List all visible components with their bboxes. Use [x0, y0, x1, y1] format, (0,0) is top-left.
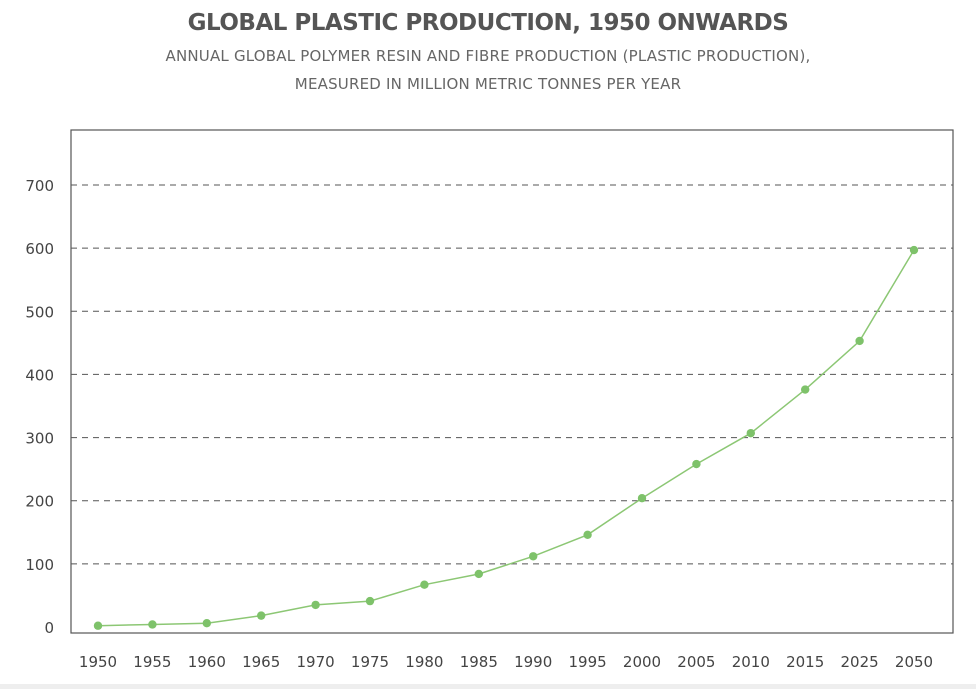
y-tick-label: 700 — [25, 177, 54, 195]
data-point — [692, 459, 701, 469]
x-tick-label: 1950 — [79, 653, 117, 671]
x-tick-label: 1980 — [405, 653, 443, 671]
x-tick-label: 1990 — [514, 653, 552, 671]
data-point — [909, 245, 919, 255]
x-tick-label: 2010 — [732, 653, 770, 671]
chart-subtitle-line-2: MEASURED IN MILLION METRIC TONNES PER YE… — [294, 75, 682, 93]
data-point — [474, 569, 483, 579]
x-tick-label: 2015 — [786, 653, 824, 671]
x-tick-label: 1960 — [188, 653, 226, 671]
data-point — [746, 428, 755, 438]
data-point — [529, 552, 538, 561]
x-tick-label: 1975 — [351, 653, 389, 671]
y-tick-label: 100 — [25, 556, 54, 574]
chart-title: GLOBAL PLASTIC PRODUCTION, 1950 ONWARDS — [187, 10, 789, 36]
data-point — [637, 493, 647, 503]
data-point — [311, 600, 320, 610]
data-point — [801, 385, 810, 394]
y-tick-label: 300 — [25, 430, 54, 448]
x-tick-label: 2025 — [841, 653, 879, 671]
x-tick-label: 1995 — [569, 653, 607, 671]
data-point — [93, 621, 103, 630]
x-tick-label: 2050 — [895, 653, 933, 671]
data-point — [365, 596, 375, 606]
data-point — [257, 611, 266, 620]
x-axis-ticks: 1950 1955 1960 1965 1970 1975 1980 1985 1990 1995… — [79, 653, 933, 671]
series-line — [97, 249, 915, 627]
plot-frame — [70, 129, 954, 634]
data-point — [583, 530, 592, 540]
data-point — [855, 336, 864, 346]
x-tick-label: 2005 — [677, 653, 715, 671]
x-tick-label: 1955 — [133, 653, 171, 671]
data-point — [202, 619, 211, 628]
data-point — [420, 580, 429, 589]
y-tick-label: 400 — [25, 366, 54, 384]
series-points — [93, 245, 919, 630]
y-tick-label: 500 — [25, 303, 54, 321]
data-point — [148, 620, 157, 629]
x-tick-label: 1965 — [242, 653, 280, 671]
y-tick-label: 0 — [44, 619, 54, 637]
x-tick-label: 1970 — [297, 653, 335, 671]
y-tick-label: 200 — [25, 493, 54, 511]
chart-subtitle-line-1: ANNUAL GLOBAL POLYMER RESIN AND FIBRE PR… — [165, 47, 811, 65]
y-tick-label: 600 — [25, 240, 54, 258]
x-tick-label: 2000 — [623, 653, 661, 671]
bottom-strip — [0, 684, 976, 689]
gridlines — [71, 184, 953, 565]
y-axis-ticks: 0 100 200 300 400 500 600 700 — [25, 177, 54, 637]
x-tick-label: 1985 — [460, 653, 498, 671]
